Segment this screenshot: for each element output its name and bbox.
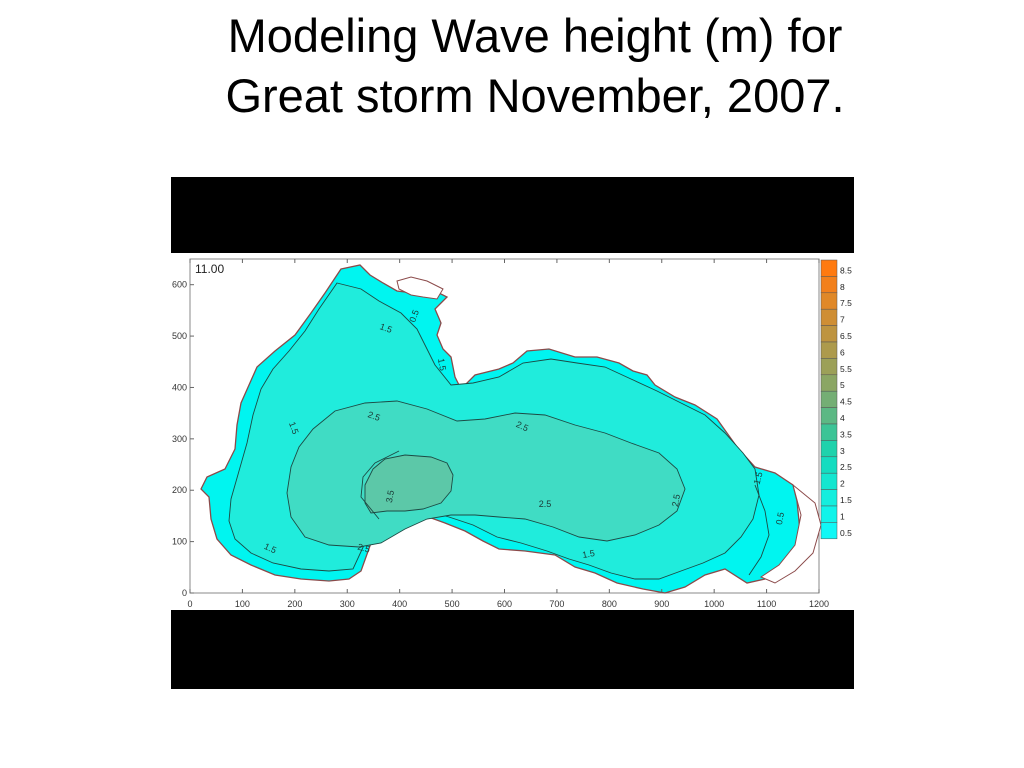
x-tick-label: 1100 [757, 599, 776, 609]
contour-label: 2.5 [366, 409, 381, 423]
x-tick-label: 0 [187, 599, 192, 609]
contour-label: 1.5 [436, 357, 448, 371]
x-tick-label: 900 [654, 599, 669, 609]
x-axis: 0 100 200 300 400 500 600 700 800 900 1000 1100 1200 [187, 259, 829, 609]
contour-line-coastal [748, 484, 770, 576]
east-coast-land [759, 483, 822, 584]
wave-height-map-figure: 0 100 200 300 400 500 600 700 800 900 1000 1100 1200… [165, 253, 860, 610]
legend-label: 1 [840, 511, 845, 521]
y-tick-label: 500 [172, 331, 187, 341]
contour-label: 1.5 [287, 420, 301, 435]
legend-swatch [820, 407, 838, 425]
legend-swatch [820, 325, 838, 343]
y-axis: 0 100 200 300 400 500 600 [172, 280, 194, 598]
y-tick-label: 0 [182, 588, 187, 598]
legend-label: 8.5 [840, 265, 852, 275]
slide-title: Modeling Wave height (m) for Great storm… [100, 6, 970, 126]
legend-label: 4 [840, 413, 845, 423]
legend-swatch [820, 522, 838, 540]
bottom-black-band [171, 610, 854, 689]
legend-swatch [820, 423, 838, 441]
contour-label: 2.5 [514, 419, 530, 433]
legend-label: 3.5 [840, 429, 852, 439]
legend-swatch [820, 374, 838, 392]
wave-height-map: 0 100 200 300 400 500 600 700 800 900 1000 1100 1200… [172, 258, 852, 609]
legend-label: 4.5 [840, 397, 852, 407]
x-tick-label: 100 [235, 599, 250, 609]
y-tick-label: 100 [172, 537, 187, 547]
legend-swatch [820, 489, 838, 507]
legend-label: 2.5 [840, 462, 852, 472]
time-label: 11.00 [195, 262, 224, 276]
legend-label: 7.5 [840, 298, 852, 308]
legend-label: 8 [840, 282, 845, 292]
legend-label: 6.5 [840, 331, 852, 341]
legend-label: 1.5 [840, 495, 852, 505]
contour-label: 2.5 [356, 542, 371, 555]
legend-label: 3 [840, 446, 845, 456]
x-tick-label: 600 [497, 599, 512, 609]
contour-label: 1.5 [262, 541, 278, 555]
y-tick-label: 300 [172, 434, 187, 444]
x-tick-label: 800 [602, 599, 617, 609]
legend-label: 2 [840, 479, 845, 489]
legend-swatch [820, 505, 838, 523]
legend-swatch [820, 259, 838, 277]
x-tick-label: 300 [340, 599, 355, 609]
legend-swatch [820, 341, 838, 359]
contour-label: 3.5 [384, 489, 396, 503]
legend-label: 5 [840, 380, 845, 390]
x-tick-label: 700 [549, 599, 564, 609]
legend-label: 6 [840, 347, 845, 357]
legend-swatch [820, 276, 838, 294]
x-tick-label: 1000 [704, 599, 724, 609]
legend-swatch [820, 390, 838, 408]
legend-swatch [820, 440, 838, 458]
contour-label: 1.5 [581, 548, 595, 560]
azov-sea-outline [396, 276, 444, 300]
legend-swatch [820, 308, 838, 326]
contour-label: 0.5 [407, 308, 421, 323]
legend-label: 7 [840, 315, 845, 325]
legend-label: 0.5 [840, 528, 852, 538]
slide-title-line-2: Great storm November, 2007. [225, 69, 845, 122]
x-tick-label: 400 [392, 599, 407, 609]
contour-labels: 0.5 1.5 1.5 1.5 1.5 2.5 2.5 2.5 2.5 3.5 2.5 1.5 1.5 0… [262, 308, 786, 560]
y-tick-label: 400 [172, 382, 187, 392]
contour-line-inner [360, 450, 400, 520]
contour-label: 2.5 [670, 493, 682, 507]
contour-label: 0.5 [774, 511, 786, 525]
x-tick-label: 500 [445, 599, 460, 609]
legend-swatch [820, 358, 838, 376]
contour-label: 1.5 [378, 321, 393, 335]
legend-label: 5.5 [840, 364, 852, 374]
y-tick-label: 600 [172, 280, 187, 290]
x-tick-label: 1200 [809, 599, 829, 609]
legend-swatch [820, 292, 838, 310]
legend: 8.5 8 7.5 7 6.5 6 5.5 5 4.5 4 3.5 3 2.5 2 1.5 1 0.5 [820, 259, 852, 540]
y-tick-label: 200 [172, 485, 187, 495]
contour-label: 2.5 [539, 499, 552, 509]
contour-band-3-5 [364, 454, 454, 514]
legend-swatch [820, 472, 838, 490]
top-black-band [171, 177, 854, 253]
legend-swatch [820, 456, 838, 474]
contour-label: 1.5 [752, 471, 765, 486]
x-tick-label: 200 [287, 599, 302, 609]
slide-title-line-1: Modeling Wave height (m) for [227, 9, 843, 62]
